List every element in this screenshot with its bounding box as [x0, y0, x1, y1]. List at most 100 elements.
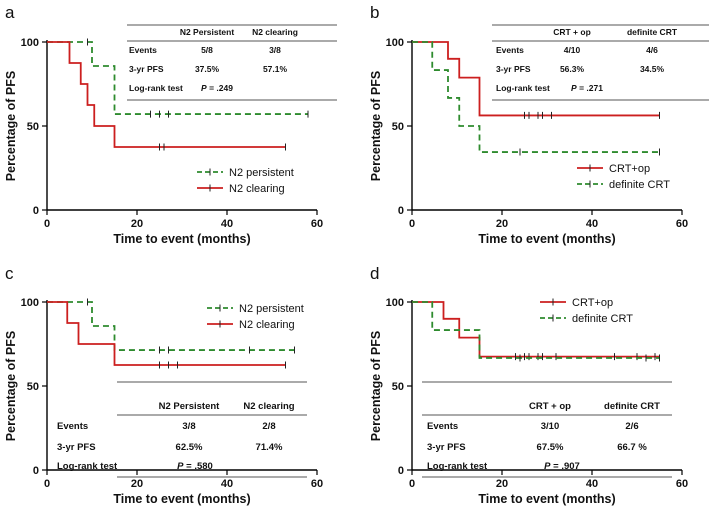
table-header: N2 Persistent: [159, 401, 221, 412]
table-cell: 2/8: [262, 421, 275, 432]
table-cell: 34.5%: [640, 64, 665, 74]
legend-label: definite CRT: [572, 313, 633, 325]
legend-label: definite CRT: [609, 179, 670, 191]
x-tick-label: 20: [131, 478, 143, 490]
p-value: P = .580: [177, 461, 213, 472]
y-tick-label: 50: [392, 121, 404, 133]
x-tick-label: 60: [311, 478, 323, 490]
y-tick-label: 0: [398, 205, 404, 217]
table-cell: 66.7 %: [617, 442, 647, 453]
panel-d: d 0 50 100 0 20 40 60 Time to event (months) Perc…: [369, 264, 688, 506]
table-cell: 4/6: [646, 45, 658, 55]
table-row-label: Log-rank test: [57, 461, 118, 472]
table-row-label: 3-yr PFS: [129, 64, 164, 74]
legend: N2 persistent N2 clearing: [197, 167, 294, 195]
y-tick-label: 50: [27, 381, 39, 393]
km-step-line: [47, 301, 286, 366]
y-tick-label: 0: [33, 465, 39, 477]
y-tick-label: 100: [386, 37, 404, 49]
table-header: definite CRT: [627, 27, 678, 37]
table-cell: 37.5%: [195, 64, 220, 74]
x-tick-label: 40: [586, 218, 598, 230]
table-cell: 67.5%: [537, 442, 564, 453]
panel-letter: b: [370, 3, 379, 22]
table-row-label: Events: [496, 45, 524, 55]
table-header: N2 clearing: [243, 401, 294, 412]
km-step-line: [412, 301, 660, 359]
table-row-label: Events: [427, 421, 458, 432]
x-tick-label: 20: [496, 218, 508, 230]
table-header: N2 Persistent: [180, 27, 234, 37]
x-tick-label: 60: [676, 478, 688, 490]
table-header: definite CRT: [604, 401, 660, 412]
panel-letter: c: [5, 264, 14, 283]
p-value: P = .249: [201, 83, 233, 93]
table-cell: 56.3%: [560, 64, 585, 74]
y-tick-label: 100: [21, 37, 39, 49]
panel-letter: d: [370, 264, 379, 283]
table-cell: 57.1%: [263, 64, 288, 74]
km-step-line: [47, 301, 295, 351]
legend-label: N2 persistent: [239, 303, 304, 315]
series-definite-crt: [412, 301, 660, 362]
table-row-label: Events: [129, 45, 157, 55]
km-step-line: [412, 41, 660, 153]
table-cell: 5/8: [201, 45, 213, 55]
km-step-line: [47, 41, 308, 115]
y-tick-label: 0: [398, 465, 404, 477]
legend: CRT+op definite CRT: [540, 297, 633, 325]
y-axis-title: Percentage of PFS: [4, 331, 18, 441]
y-tick-label: 50: [392, 381, 404, 393]
y-tick-label: 100: [386, 297, 404, 309]
x-tick-label: 60: [676, 218, 688, 230]
x-axis-title: Time to event (months): [478, 232, 615, 246]
legend-label: CRT+op: [572, 297, 613, 309]
table-row-label: 3-yr PFS: [496, 64, 531, 74]
legend-label: N2 clearing: [239, 319, 295, 331]
x-tick-label: 20: [131, 218, 143, 230]
results-table: N2 Persistent N2 clearing Events 3/8 2/8 3-yr…: [57, 381, 307, 478]
table-row-label: Log-rank test: [427, 461, 488, 472]
table-cell: 3/8: [182, 421, 195, 432]
series-crt-op: [412, 301, 660, 361]
legend-label: CRT+op: [609, 163, 650, 175]
table-cell: 4/10: [564, 45, 581, 55]
p-value: P = .271: [571, 83, 603, 93]
table-cell: 3/10: [541, 421, 560, 432]
y-axis-title: Percentage of PFS: [369, 331, 383, 441]
table-cell: 71.4%: [256, 442, 283, 453]
x-tick-label: 20: [496, 478, 508, 490]
table-header: N2 clearing: [252, 27, 298, 37]
panel-a: a 0 50 100 0 20 40 60 Time to event (months) Perc…: [4, 3, 337, 246]
x-tick-label: 0: [409, 218, 415, 230]
x-tick-label: 40: [221, 478, 233, 490]
results-table: N2 Persistent N2 clearing Events 5/8 3/8 3-yr…: [127, 24, 337, 101]
x-tick-label: 60: [311, 218, 323, 230]
x-tick-label: 40: [586, 478, 598, 490]
x-tick-label: 0: [44, 218, 50, 230]
table-cell: 62.5%: [176, 442, 203, 453]
table-row-label: Log-rank test: [496, 83, 550, 93]
legend: CRT+op definite CRT: [577, 163, 670, 191]
table-header: CRT + op: [529, 401, 571, 412]
x-tick-label: 40: [221, 218, 233, 230]
y-tick-label: 50: [27, 121, 39, 133]
series-n2-clearing: [47, 41, 286, 151]
legend: N2 persistent N2 clearing: [207, 303, 304, 331]
table-row-label: Log-rank test: [129, 83, 183, 93]
table-row-label: 3-yr PFS: [427, 442, 466, 453]
y-tick-label: 0: [33, 205, 39, 217]
x-tick-label: 0: [44, 478, 50, 490]
km-step-line: [47, 41, 286, 148]
p-value: P = .907: [544, 461, 580, 472]
table-row-label: 3-yr PFS: [57, 442, 96, 453]
series-n2-persistent: [47, 298, 295, 354]
panel-letter: a: [5, 3, 15, 22]
x-axis-title: Time to event (months): [113, 232, 250, 246]
results-table: CRT + op definite CRT Events 4/10 4/6 3-yr PF…: [492, 24, 709, 101]
y-axis-title: Percentage of PFS: [4, 71, 18, 181]
results-table: CRT + op definite CRT Events 3/10 2/6 3-yr PF…: [422, 381, 672, 478]
series-definite-crt: [412, 41, 660, 156]
table-cell: 2/6: [625, 421, 638, 432]
